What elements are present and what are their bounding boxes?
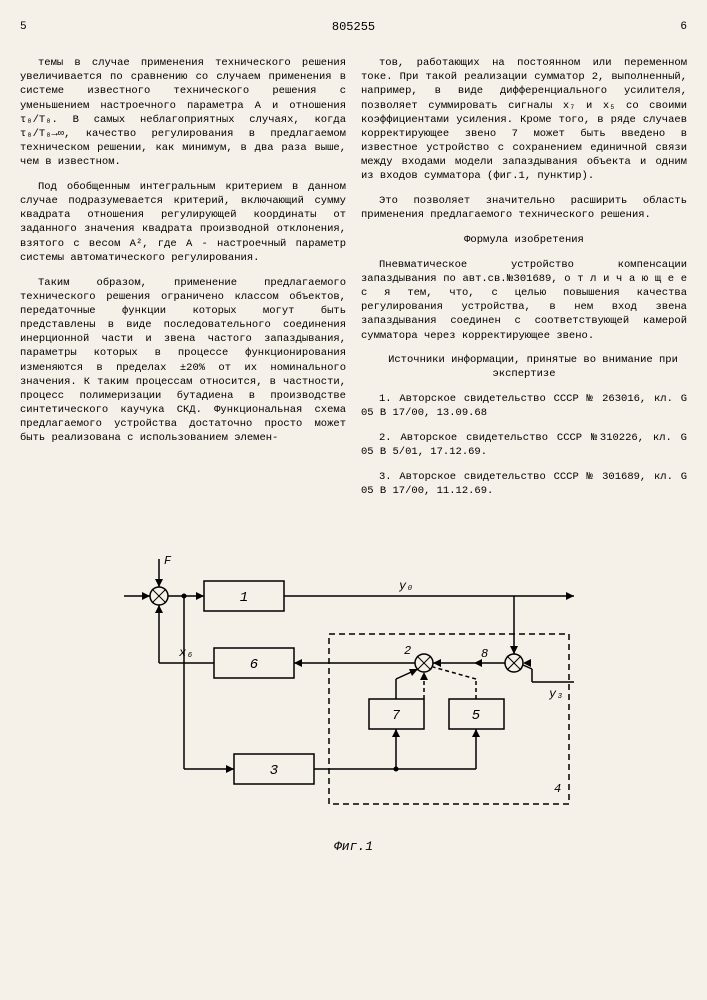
figure-label: Фиг.1 — [20, 839, 687, 856]
block-3-label: 3 — [269, 763, 277, 779]
block-8-label: 8 — [481, 647, 488, 661]
block-5-label: 5 — [471, 708, 480, 724]
block-7-label: 7 — [391, 708, 400, 724]
label-y3: y₃ — [548, 687, 563, 701]
formula-text: Пневматическое устройство компенсации за… — [361, 258, 687, 343]
label-y0: y₀ — [398, 579, 413, 593]
block-2-label: 2 — [404, 644, 411, 658]
block-6-label: 6 — [249, 657, 257, 673]
page-number-left: 5 — [20, 20, 27, 36]
paragraph: Таким образом, применение предлагаемого … — [20, 276, 346, 446]
block-diagram: F 1 y₀ 4 — [104, 539, 604, 819]
block-1-label: 1 — [239, 590, 247, 606]
source-item: 3. Авторское свидетельство СССР № 301689… — [361, 470, 687, 498]
source-item: 2. Авторское свидетельство СССР №310226,… — [361, 431, 687, 459]
left-column: темы в случае применения технического ре… — [20, 46, 346, 509]
formula-title: Формула изобретения — [361, 233, 687, 247]
page-header: 5 805255 6 — [20, 20, 687, 36]
paragraph: Это позволяет значительно расширить обла… — [361, 194, 687, 222]
paragraph: тов, работающих на постоянном или переме… — [361, 56, 687, 184]
paragraph: темы в случае применения технического ре… — [20, 56, 346, 169]
paragraph: Под обобщенным интегральным критерием в … — [20, 180, 346, 265]
document-number: 805255 — [27, 20, 681, 36]
source-item: 1. Авторское свидетельство СССР № 263016… — [361, 392, 687, 420]
label-F: F — [164, 554, 172, 568]
region-4-label: 4 — [554, 782, 561, 796]
diagram-section: F 1 y₀ 4 — [20, 539, 687, 856]
right-column: тов, работающих на постоянном или переме… — [361, 46, 687, 509]
label-x6: x₆ — [178, 646, 193, 660]
text-columns: темы в случае применения технического ре… — [20, 46, 687, 509]
sources-title: Источники информации, принятые во вниман… — [361, 353, 687, 381]
page-number-right: 6 — [680, 20, 687, 36]
